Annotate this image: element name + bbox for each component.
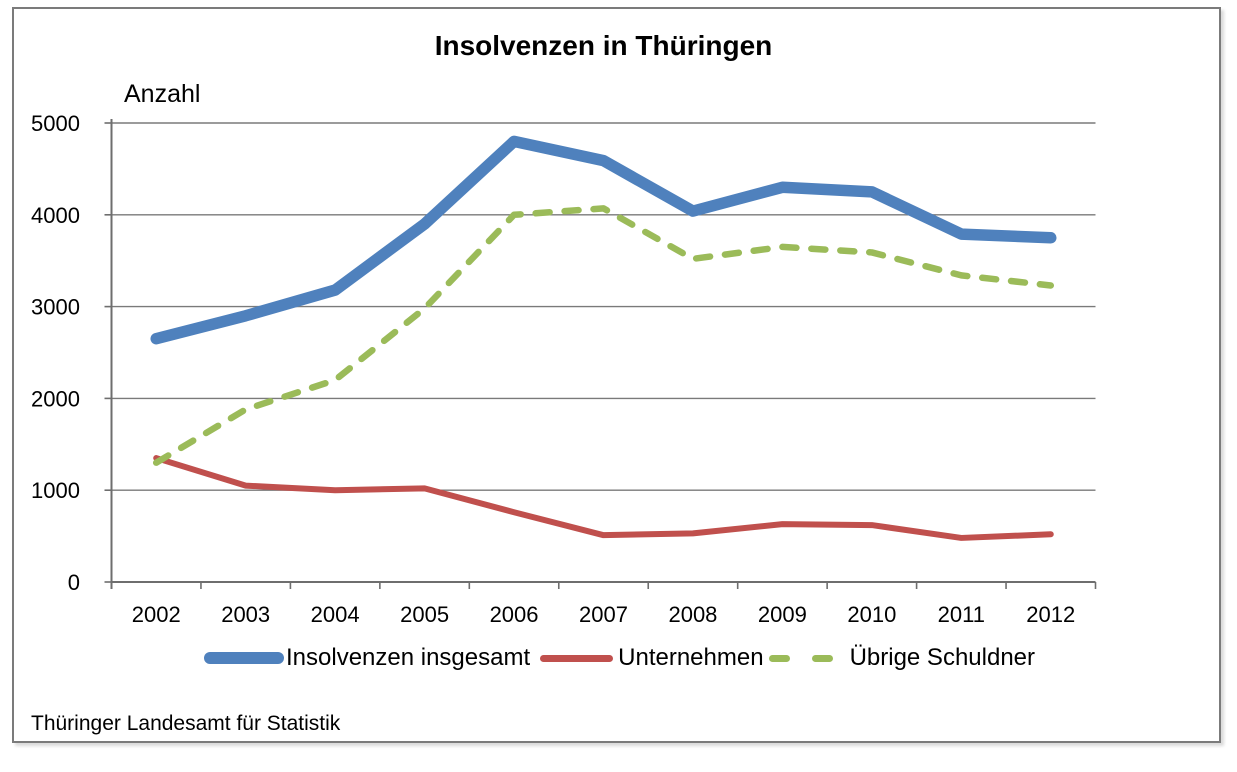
y-tick-label: 3000 (31, 295, 80, 320)
x-tick-label: 2011 (938, 602, 985, 627)
x-tick-label: 2003 (221, 602, 270, 627)
x-tick-label: 2002 (132, 602, 181, 627)
y-tick-label: 0 (68, 570, 80, 595)
source-caption: Thüringer Landesamt für Statistik (31, 712, 341, 735)
series-line-insolvenzen-insgesamt (150, 135, 1057, 345)
series-line-uebrige-schuldner (152, 205, 1055, 466)
legend-swatch-insolvenzen-insgesamt (204, 652, 284, 664)
y-axis-unit-label: Anzahl (124, 80, 201, 108)
series-line-unternehmen (153, 455, 1054, 541)
x-tick-label: 2004 (311, 602, 360, 627)
legend-swatch-unternehmen (540, 654, 614, 662)
y-tick-label: 5000 (31, 111, 80, 136)
chart-frame (12, 7, 1221, 743)
legend-label-unternehmen: Unternehmen (618, 644, 764, 671)
x-tick-label: 2009 (758, 602, 807, 627)
x-tick-label: 2010 (847, 602, 896, 627)
x-tick-label: 2012 (1026, 602, 1075, 627)
legend: Insolvenzen insgesamt Unternehmen Übrige… (204, 644, 1035, 672)
x-tick-label: 2006 (490, 602, 539, 627)
y-tick-label: 4000 (31, 203, 80, 228)
legend-dash-icon (811, 654, 833, 662)
legend-dash-icon (768, 654, 790, 662)
chart-title: Insolvenzen in Thüringen (434, 30, 773, 61)
x-tick-label: 2007 (579, 602, 628, 627)
x-tick-label: 2008 (668, 602, 717, 627)
legend-swatch-uebrige-schuldner (768, 654, 833, 662)
x-tick-label: 2005 (400, 602, 449, 627)
y-tick-label: 1000 (31, 478, 80, 503)
y-tick-label: 2000 (31, 386, 80, 411)
legend-label-uebrige-schuldner: Übrige Schuldner (849, 644, 1035, 671)
legend-label-insolvenzen-insgesamt: Insolvenzen insgesamt (286, 644, 531, 671)
